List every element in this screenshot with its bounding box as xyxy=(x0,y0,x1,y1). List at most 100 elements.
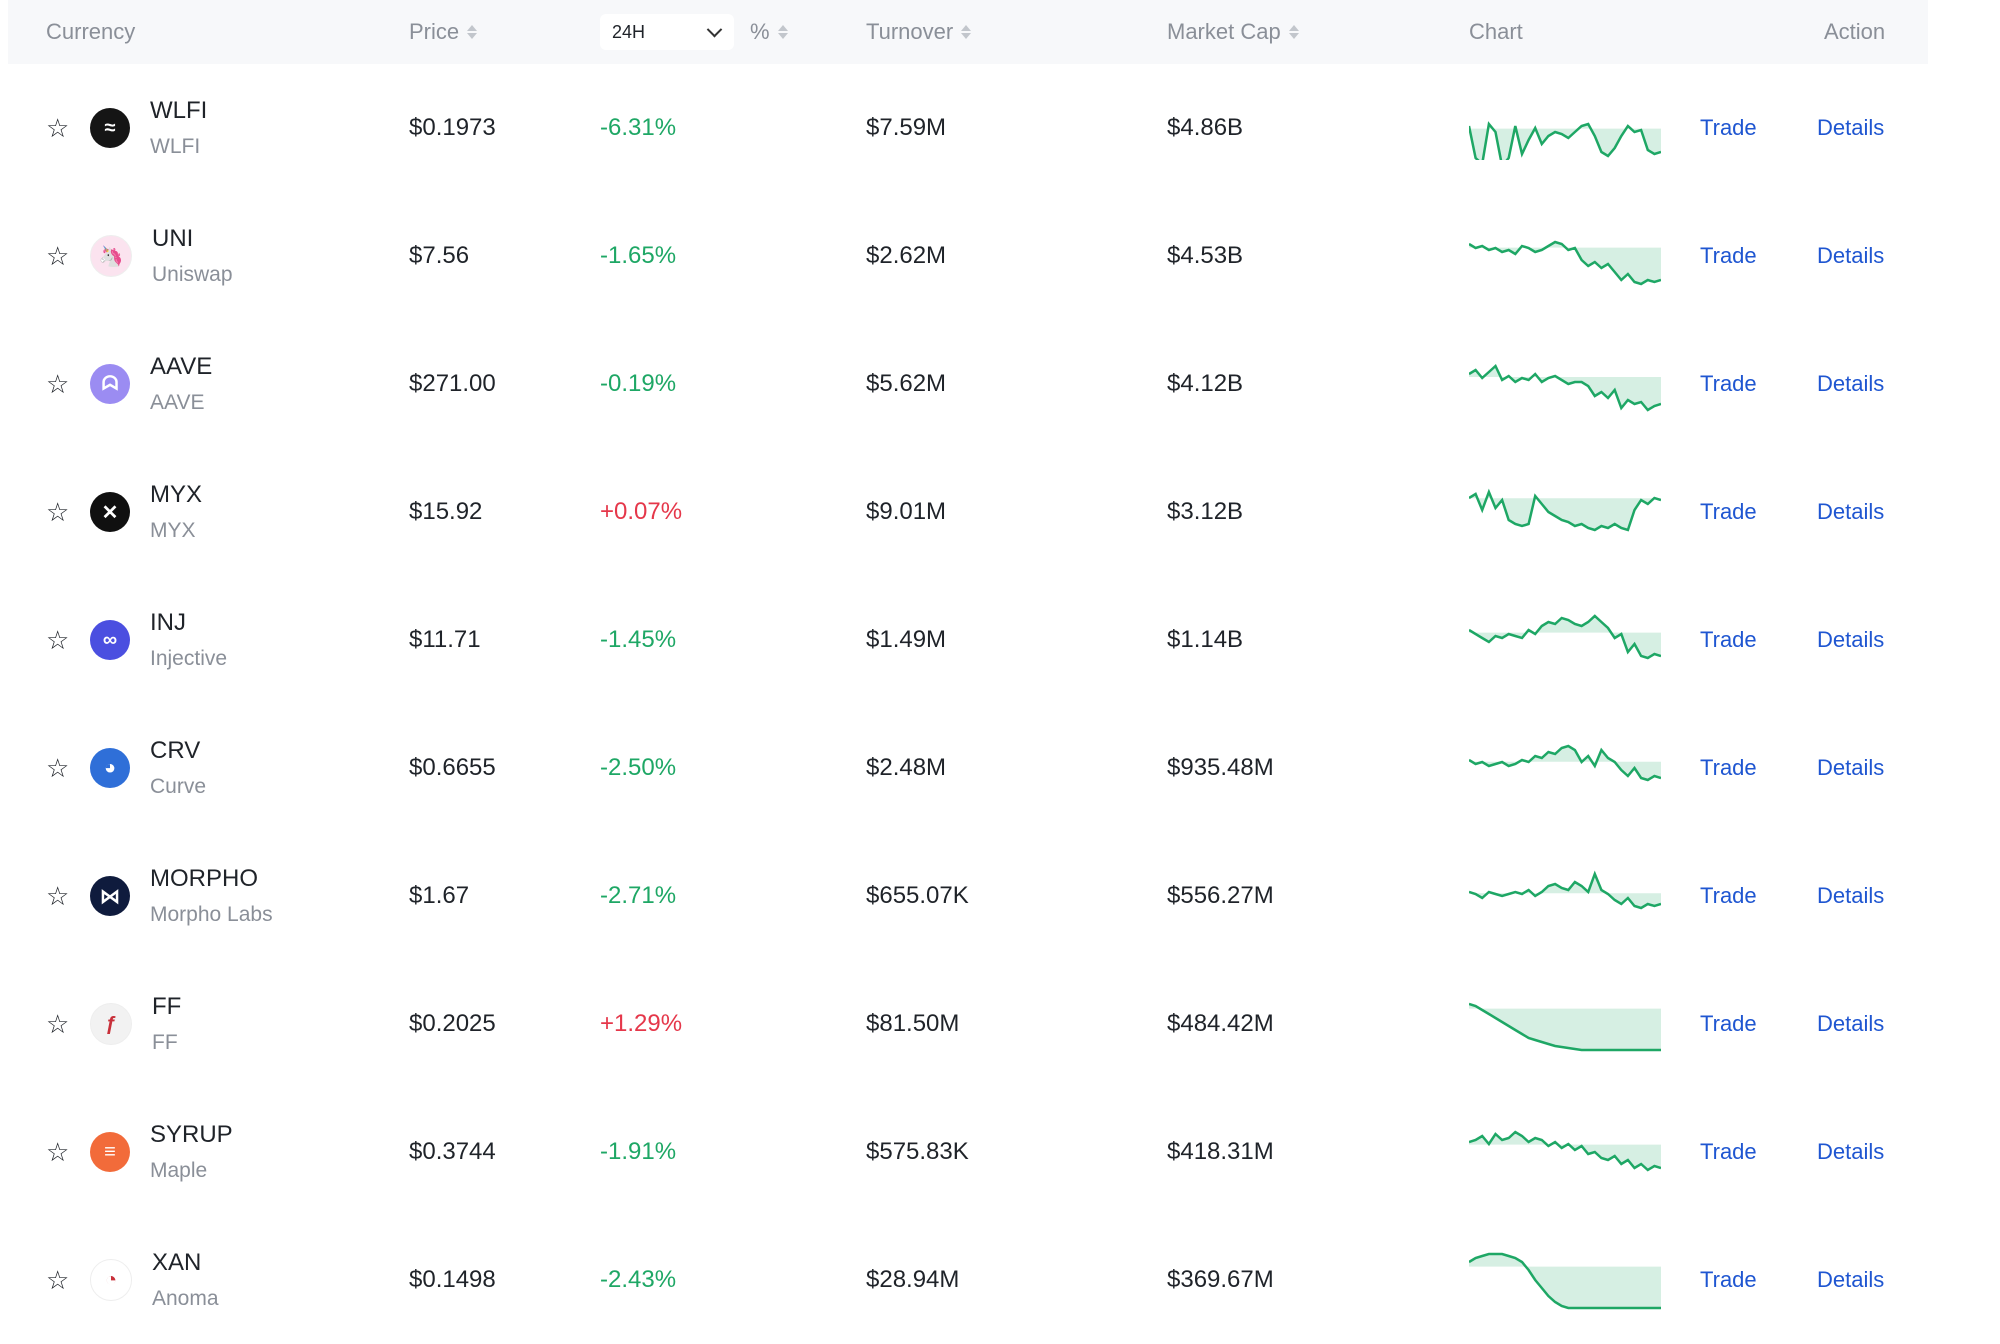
currency-cell[interactable]: ✕ MYX MYX xyxy=(90,448,202,576)
sort-icon[interactable] xyxy=(961,25,972,39)
table-row[interactable]: ☆ ✕ MYX MYX $15.92 +0.07% $9.01M $3.12B … xyxy=(8,448,1928,576)
col-currency-label: Currency xyxy=(46,19,136,44)
details-link[interactable]: Details xyxy=(1817,627,1885,652)
sort-icon[interactable] xyxy=(777,25,788,39)
sparkline-line xyxy=(1469,121,1661,160)
star-icon[interactable]: ☆ xyxy=(46,496,70,527)
trade-link[interactable]: Trade xyxy=(1700,883,1757,908)
details-link[interactable]: Details xyxy=(1817,499,1885,524)
currency-cell[interactable]: 🦄 UNI Uniswap xyxy=(90,192,233,320)
currency-cell[interactable]: ƒ FF FF xyxy=(90,960,181,1088)
currency-cell[interactable]: ⋈ MORPHO Morpho Labs xyxy=(90,832,273,960)
details-link[interactable]: Details xyxy=(1817,755,1885,780)
table-row[interactable]: ☆ ∞ INJ Injective $11.71 -1.45% $1.49M $… xyxy=(8,576,1928,704)
curve-rainbow-icon: ◕ xyxy=(90,748,130,788)
currency-cell[interactable]: ◔ XAN Anoma xyxy=(90,1216,219,1344)
table-row[interactable]: ☆ ≡ SYRUP Maple $0.3744 -1.91% $575.83K … xyxy=(8,1088,1928,1216)
change-value: -6.31% xyxy=(600,114,677,141)
star-icon[interactable]: ☆ xyxy=(46,752,70,783)
currency-cell[interactable]: ≈ WLFI WLFI xyxy=(90,64,207,192)
col-currency: Currency xyxy=(46,0,135,64)
table-row[interactable]: ☆ ≈ WLFI WLFI $0.1973 -6.31% $7.59M $4.8… xyxy=(8,64,1928,192)
details-cell: Details xyxy=(1817,320,1884,448)
sparkline-area xyxy=(1469,1254,1661,1308)
currency-cell[interactable]: ≡ SYRUP Maple xyxy=(90,1088,233,1216)
star-icon[interactable]: ☆ xyxy=(46,112,70,143)
currency-name: Curve xyxy=(150,775,207,798)
trade-link[interactable]: Trade xyxy=(1700,499,1757,524)
details-link[interactable]: Details xyxy=(1817,371,1885,396)
favorite-star-cell: ☆ xyxy=(46,832,69,960)
change-cell: -2.50% xyxy=(600,704,676,832)
sparkline-cell xyxy=(1469,832,1661,960)
trade-link[interactable]: Trade xyxy=(1700,1011,1757,1036)
details-link[interactable]: Details xyxy=(1817,883,1885,908)
market-cap-cell: $4.12B xyxy=(1167,320,1243,448)
trade-link[interactable]: Trade xyxy=(1700,371,1757,396)
trade-link[interactable]: Trade xyxy=(1700,1267,1757,1292)
sort-icon[interactable] xyxy=(467,25,478,39)
period-select[interactable]: 24H xyxy=(600,14,734,50)
col-market-cap[interactable]: Market Cap xyxy=(1167,0,1299,64)
change-value: -2.50% xyxy=(600,754,677,781)
currency-name: Maple xyxy=(150,1159,208,1182)
currency-cell[interactable]: ᗣ AAVE AAVE xyxy=(90,320,212,448)
details-link[interactable]: Details xyxy=(1817,1011,1885,1036)
col-price[interactable]: Price xyxy=(409,0,478,64)
sort-icon[interactable] xyxy=(1288,25,1299,39)
market-cap-cell: $556.27M xyxy=(1167,832,1274,960)
table-row[interactable]: ☆ ◔ XAN Anoma $0.1498 -2.43% $28.94M $36… xyxy=(8,1216,1928,1344)
change-cell: -1.45% xyxy=(600,576,676,704)
trade-link[interactable]: Trade xyxy=(1700,115,1757,140)
table-row[interactable]: ☆ ⋈ MORPHO Morpho Labs $1.67 -2.71% $655… xyxy=(8,832,1928,960)
table-row[interactable]: ☆ ◕ CRV Curve $0.6655 -2.50% $2.48M $935… xyxy=(8,704,1928,832)
details-link[interactable]: Details xyxy=(1817,243,1885,268)
table-row[interactable]: ☆ 🦄 UNI Uniswap $7.56 -1.65% $2.62M $4.5… xyxy=(8,192,1928,320)
turnover-value: $2.48M xyxy=(866,754,947,781)
sparkline-line xyxy=(1469,1252,1661,1310)
star-icon[interactable]: ☆ xyxy=(46,624,70,655)
star-icon[interactable]: ☆ xyxy=(46,1264,70,1295)
details-cell: Details xyxy=(1817,1088,1884,1216)
details-cell: Details xyxy=(1817,960,1884,1088)
star-icon[interactable]: ☆ xyxy=(46,880,70,911)
currency-names: SYRUP Maple xyxy=(150,1121,233,1183)
turnover-cell: $7.59M xyxy=(866,64,946,192)
star-icon[interactable]: ☆ xyxy=(46,240,70,271)
col-market-cap-label: Market Cap xyxy=(1167,19,1281,44)
trade-link[interactable]: Trade xyxy=(1700,1139,1757,1164)
price-cell: $11.71 xyxy=(409,576,481,704)
table-row[interactable]: ☆ ᗣ AAVE AAVE $271.00 -0.19% $5.62M $4.1… xyxy=(8,320,1928,448)
sparkline-chart xyxy=(1469,1252,1661,1310)
favorite-star-cell: ☆ xyxy=(46,192,69,320)
favorite-star-cell: ☆ xyxy=(46,1216,69,1344)
currency-symbol: UNI xyxy=(152,225,194,252)
details-link[interactable]: Details xyxy=(1817,1139,1885,1164)
turnover-value: $655.07K xyxy=(866,882,969,909)
turnover-value: $9.01M xyxy=(866,498,947,525)
star-icon[interactable]: ☆ xyxy=(46,1008,70,1039)
currency-names: XAN Anoma xyxy=(152,1249,219,1311)
details-link[interactable]: Details xyxy=(1817,115,1885,140)
currency-name: Morpho Labs xyxy=(150,903,273,926)
market-cap-value: $935.48M xyxy=(1167,754,1274,781)
details-link[interactable]: Details xyxy=(1817,1267,1885,1292)
col-turnover[interactable]: Turnover xyxy=(866,0,972,64)
favorite-star-cell: ☆ xyxy=(46,960,69,1088)
table-row[interactable]: ☆ ƒ FF FF $0.2025 +1.29% $81.50M $484.42… xyxy=(8,960,1928,1088)
currency-cell[interactable]: ◕ CRV Curve xyxy=(90,704,206,832)
price-cell: $0.1498 xyxy=(409,1216,496,1344)
details-cell: Details xyxy=(1817,1216,1884,1344)
price-value: $15.92 xyxy=(409,498,483,525)
trade-link[interactable]: Trade xyxy=(1700,627,1757,652)
currency-cell[interactable]: ∞ INJ Injective xyxy=(90,576,227,704)
trade-link[interactable]: Trade xyxy=(1700,243,1757,268)
sparkline-area xyxy=(1469,874,1661,908)
change-value: -2.71% xyxy=(600,882,677,909)
period-select-value: 24H xyxy=(612,21,646,42)
trade-link[interactable]: Trade xyxy=(1700,755,1757,780)
turnover-cell: $1.49M xyxy=(866,576,946,704)
star-icon[interactable]: ☆ xyxy=(46,368,70,399)
trade-cell: Trade xyxy=(1700,704,1757,832)
star-icon[interactable]: ☆ xyxy=(46,1136,70,1167)
